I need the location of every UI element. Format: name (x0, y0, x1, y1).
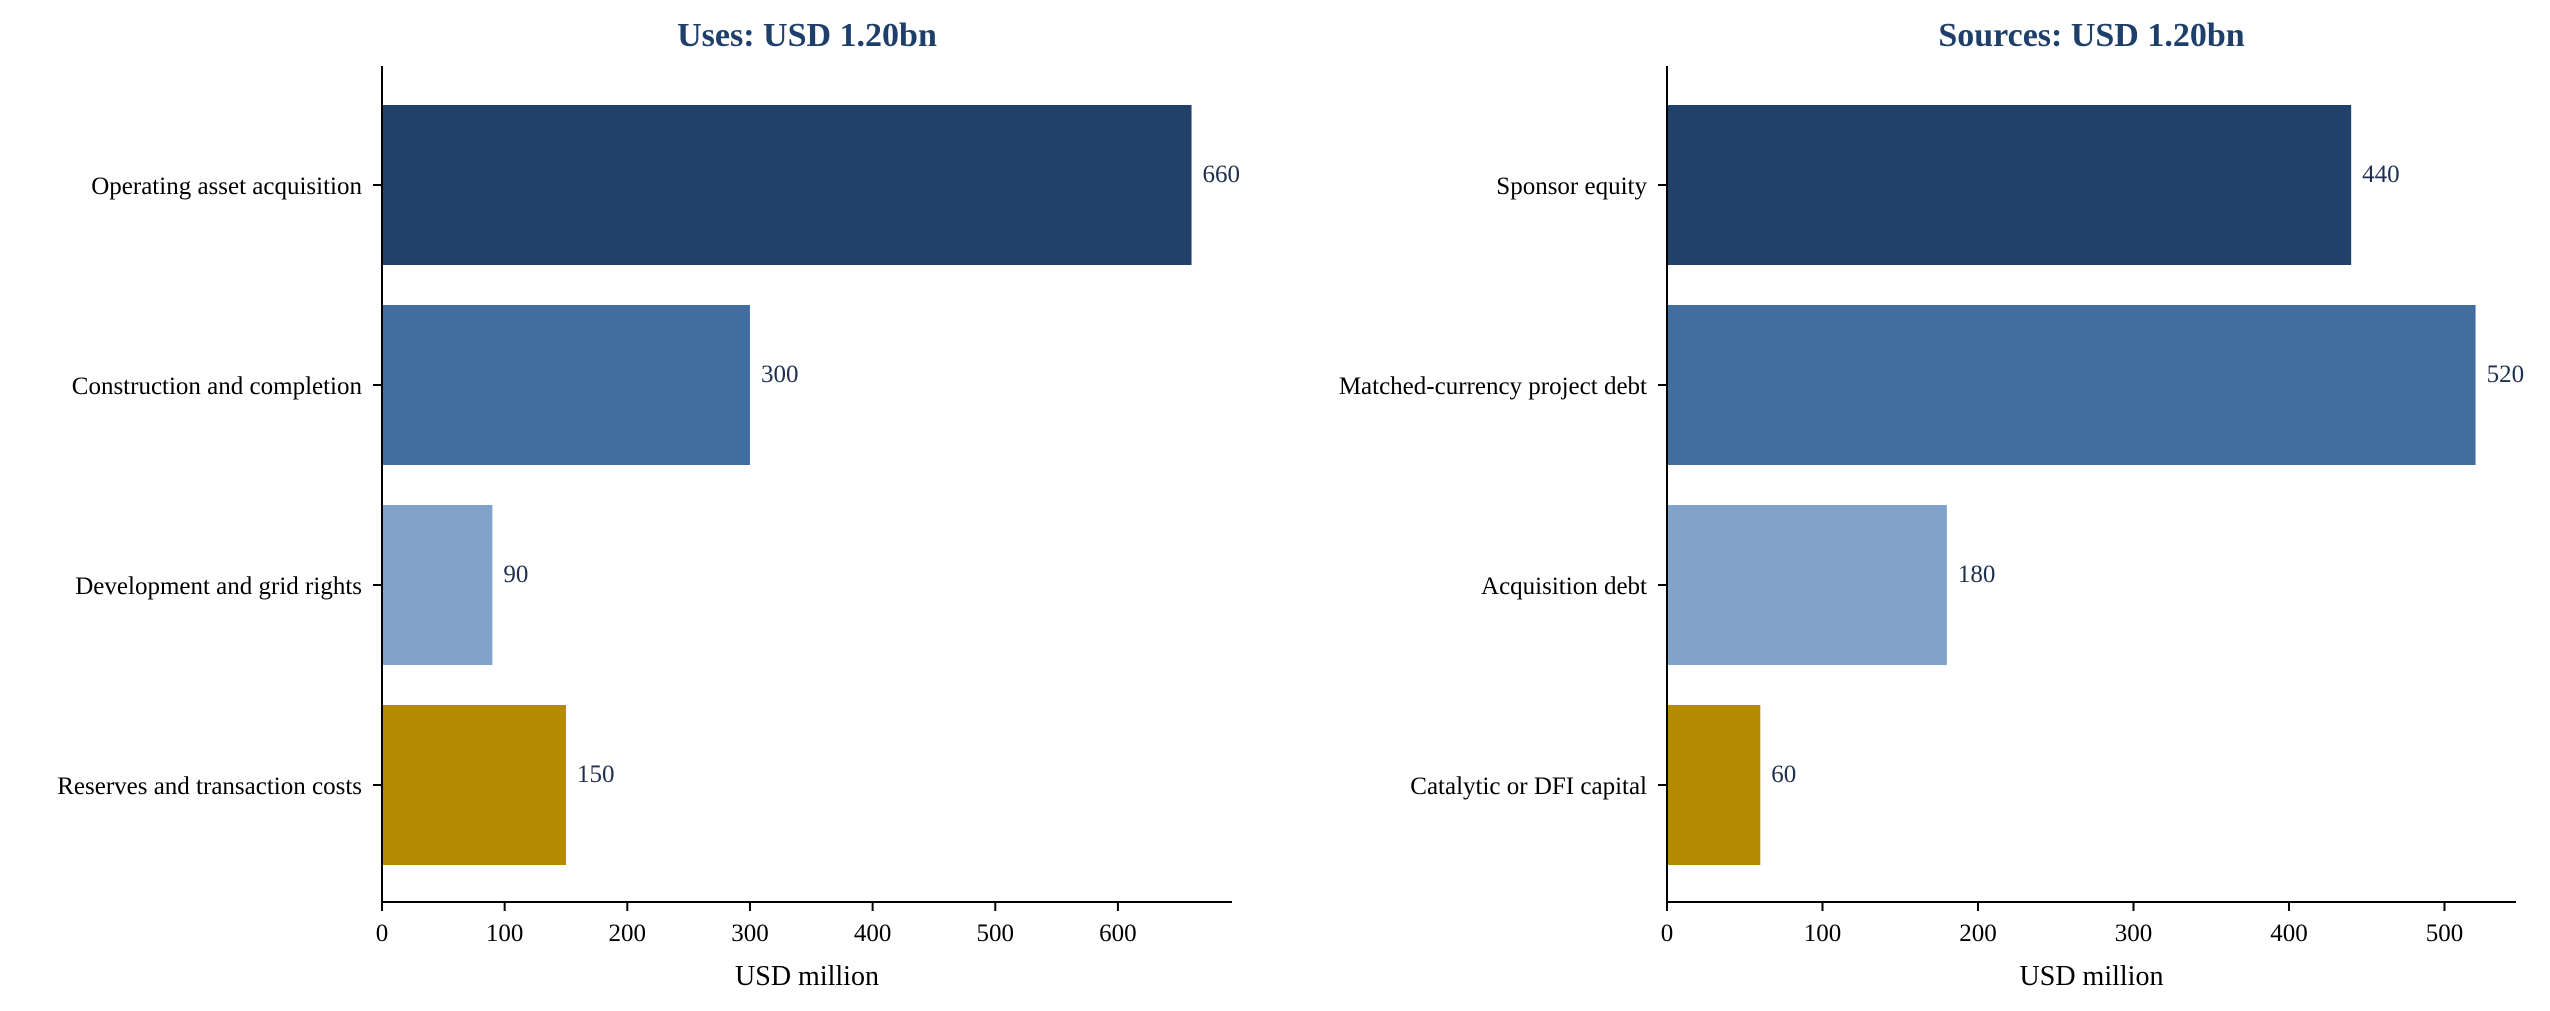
uses-value-label-4: 150 (577, 761, 615, 788)
uses-category-label-3: Development and grid rights (75, 573, 362, 600)
uses-bar-3 (382, 505, 493, 665)
sources-value-label-2: 520 (2487, 361, 2525, 388)
uses-value-label-3: 90 (503, 561, 528, 588)
uses-x-tick-label-500: 500 (977, 920, 1015, 947)
uses-panel: Uses: USD 1.20bn Operating asset acquisit… (57, 17, 1240, 992)
sources-panel: Sources: USD 1.20bn Sponsor equity 440 Matc… (1339, 17, 2524, 992)
uses-value-label-2: 300 (761, 361, 799, 388)
sources-bar-3 (1667, 505, 1947, 665)
sources-category-label-1: Sponsor equity (1496, 173, 1647, 200)
uses-x-tick-label-200: 200 (609, 920, 647, 947)
uses-x-tick-label-100: 100 (486, 920, 524, 947)
sources-bar-4 (1667, 705, 1761, 865)
uses-category-label-1: Operating asset acquisition (91, 173, 362, 200)
uses-x-axis-label: USD million (735, 961, 879, 992)
uses-x-tick-label-0: 0 (376, 920, 389, 947)
sources-x-tick-label-100: 100 (1804, 920, 1842, 947)
sources-x-axis-label: USD million (2020, 961, 2164, 992)
sources-x-tick-label-500: 500 (2426, 920, 2464, 947)
sources-value-label-4: 60 (1771, 761, 1796, 788)
uses-bar-4 (382, 705, 566, 865)
uses-x-tick-label-300: 300 (731, 920, 769, 947)
sources-x-tick-label-0: 0 (1661, 920, 1674, 947)
sources-category-label-4: Catalytic or DFI capital (1410, 773, 1647, 800)
sources-value-label-3: 180 (1958, 561, 1996, 588)
sources-x-tick-label-300: 300 (2115, 920, 2153, 947)
uses-category-label-4: Reserves and transaction costs (57, 773, 362, 800)
sources-category-label-3: Acquisition debt (1481, 573, 1647, 600)
sources-bar-1 (1667, 105, 2352, 265)
sources-x-tick-label-400: 400 (2270, 920, 2308, 947)
sources-category-label-2: Matched-currency project debt (1339, 373, 1647, 400)
sources-x-tick-label-200: 200 (1959, 920, 1997, 947)
uses-bar-1 (382, 105, 1192, 265)
sources-chart-title: Sources: USD 1.20bn (1938, 17, 2244, 54)
uses-chart-title: Uses: USD 1.20bn (677, 17, 937, 54)
uses-bar-2 (382, 305, 750, 465)
uses-category-label-2: Construction and completion (72, 373, 363, 400)
uses-value-label-1: 660 (1203, 161, 1241, 188)
sources-bar-2 (1667, 305, 2476, 465)
uses-x-tick-label-400: 400 (854, 920, 892, 947)
uses-x-tick-label-600: 600 (1099, 920, 1137, 947)
sources-value-label-1: 440 (2362, 161, 2400, 188)
